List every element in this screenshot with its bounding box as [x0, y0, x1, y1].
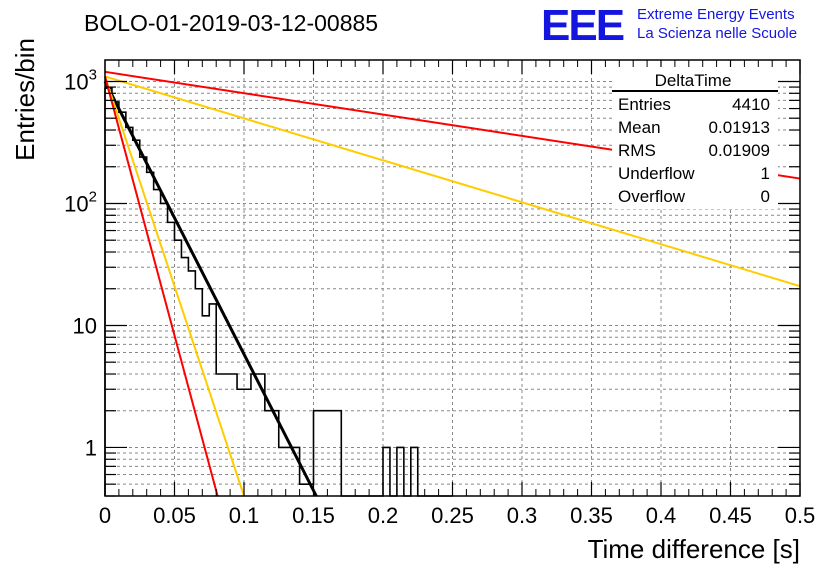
- x-tick-label: 0.05: [153, 503, 196, 528]
- logo-line-1: Extreme Energy Events: [637, 6, 795, 23]
- stats-row-value: 0.01909: [709, 141, 770, 160]
- x-tick-label: 0.15: [292, 503, 335, 528]
- stats-box-title: DeltaTime: [655, 71, 732, 90]
- stats-row-label: Mean: [618, 118, 661, 137]
- x-tick-label: 0.5: [785, 503, 816, 528]
- y-tick-label: 102: [64, 188, 97, 216]
- x-tick-label: 0.1: [229, 503, 260, 528]
- stats-row-value: 1: [761, 164, 770, 183]
- y-tick-base: 10: [64, 69, 88, 94]
- stats-row-label: Overflow: [618, 187, 686, 206]
- y-tick-exponent: 3: [89, 66, 97, 83]
- grid-lines: [105, 60, 800, 497]
- chart-title: BOLO-01-2019-03-12-00885: [84, 10, 378, 36]
- fit-curve: [103, 80, 318, 497]
- fit-curve: [104, 76, 219, 497]
- stats-row-label: RMS: [618, 141, 656, 160]
- fit-curve: [104, 76, 245, 497]
- x-axis-label: Time difference [s]: [588, 534, 800, 564]
- stats-row-value: 0: [761, 187, 770, 206]
- stats-row-value: 0.01913: [709, 118, 770, 137]
- x-tick-label: 0.3: [507, 503, 538, 528]
- axis-ticks: 0 0.05 0.1 0.15 0.2 0.25 0.3 0.35 0.4 0.45 0.51101…: [64, 60, 815, 528]
- y-tick-label: 10: [73, 313, 97, 338]
- fit-curve: [104, 75, 801, 288]
- stats-row-value: 4410: [732, 95, 770, 114]
- x-tick-label: 0.45: [709, 503, 752, 528]
- y-tick-exponent: 2: [89, 188, 97, 205]
- fit-curves: [103, 70, 801, 497]
- y-tick-label: 1: [85, 435, 97, 460]
- stats-box: DeltaTime Entries 4410 Mean 0.01913 RMS 0.019…: [612, 67, 778, 209]
- x-tick-label: 0.4: [646, 503, 677, 528]
- eee-logo: EEE: [541, 1, 624, 50]
- y-tick-label: 103: [64, 66, 97, 94]
- x-tick-label: 0.35: [570, 503, 613, 528]
- histogram-outline: [104, 87, 453, 497]
- x-tick-label: 0.2: [368, 503, 399, 528]
- y-axis-label: Entries/bin: [10, 38, 40, 161]
- histogram: [104, 87, 453, 497]
- y-tick-base: 10: [64, 191, 88, 216]
- logo-line-2: La Scienza nelle Scuole: [637, 25, 797, 42]
- stats-row-label: Entries: [618, 95, 671, 114]
- x-tick-label: 0.25: [431, 503, 474, 528]
- x-tick-label: 0: [99, 503, 111, 528]
- stats-row-label: Underflow: [618, 164, 695, 183]
